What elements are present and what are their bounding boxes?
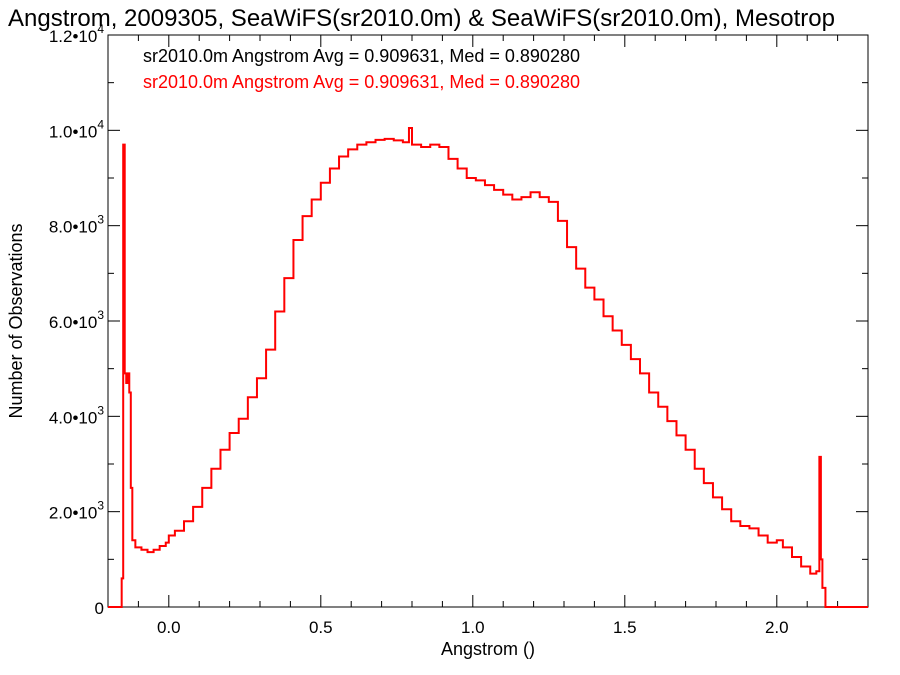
y-tick-label: 4.0•103 <box>49 403 105 427</box>
stats-annotation: sr2010.0m Angstrom Avg = 0.909631, Med =… <box>143 72 580 92</box>
y-tick-mantissa: 0 <box>95 599 104 618</box>
y-tick-mantissa: 8.0•10 <box>49 218 98 237</box>
y-tick-mantissa: 1.0•10 <box>49 122 98 141</box>
x-axis-tick-labels: 0.0 0.5 1.0 1.5 2.0 <box>157 618 789 637</box>
plot-frame <box>107 34 869 608</box>
x-tick-label: 0.0 <box>157 618 181 637</box>
y-tick-label: 1.2•104 <box>49 22 105 46</box>
y-axis-label: Number of Observations <box>6 223 26 418</box>
y-tick-exponent: 3 <box>97 308 104 322</box>
y-tick-mantissa: 6.0•10 <box>49 313 98 332</box>
y-tick-mantissa: 4.0•10 <box>49 408 98 427</box>
y-tick-label: 8.0•103 <box>49 213 105 237</box>
stats-annotations: sr2010.0m Angstrom Avg = 0.909631, Med =… <box>143 46 580 92</box>
x-tick-label: 1.5 <box>613 618 637 637</box>
y-tick-exponent: 3 <box>97 403 104 417</box>
y-tick-exponent: 4 <box>97 117 104 131</box>
stats-annotation: sr2010.0m Angstrom Avg = 0.909631, Med =… <box>143 46 580 66</box>
y-tick-mantissa: 1.2•10 <box>49 27 98 46</box>
y-tick-label: 1.0•104 <box>49 117 105 141</box>
y-tick-label: 2.0•103 <box>49 499 105 523</box>
histogram-series-line <box>108 126 868 608</box>
chart-title: Angstrom, 2009305, SeaWiFS(sr2010.0m) & … <box>8 5 835 32</box>
y-tick-exponent: 4 <box>97 22 104 36</box>
y-tick-exponent: 3 <box>97 499 104 513</box>
x-tick-label: 2.0 <box>765 618 789 637</box>
x-axis-label: Angstrom () <box>441 639 535 659</box>
x-tick-label: 0.5 <box>309 618 333 637</box>
series-layer <box>108 126 868 608</box>
y-tick-label: 6.0•103 <box>49 308 105 332</box>
y-tick-label: 0 <box>95 599 104 618</box>
y-tick-exponent: 3 <box>97 213 104 227</box>
axis-ticks <box>108 34 868 608</box>
x-tick-label: 1.0 <box>461 618 485 637</box>
y-axis-tick-labels: 02.0•1034.0•1036.0•1038.0•1031.0•1041.2•… <box>49 22 105 618</box>
y-tick-mantissa: 2.0•10 <box>49 504 98 523</box>
